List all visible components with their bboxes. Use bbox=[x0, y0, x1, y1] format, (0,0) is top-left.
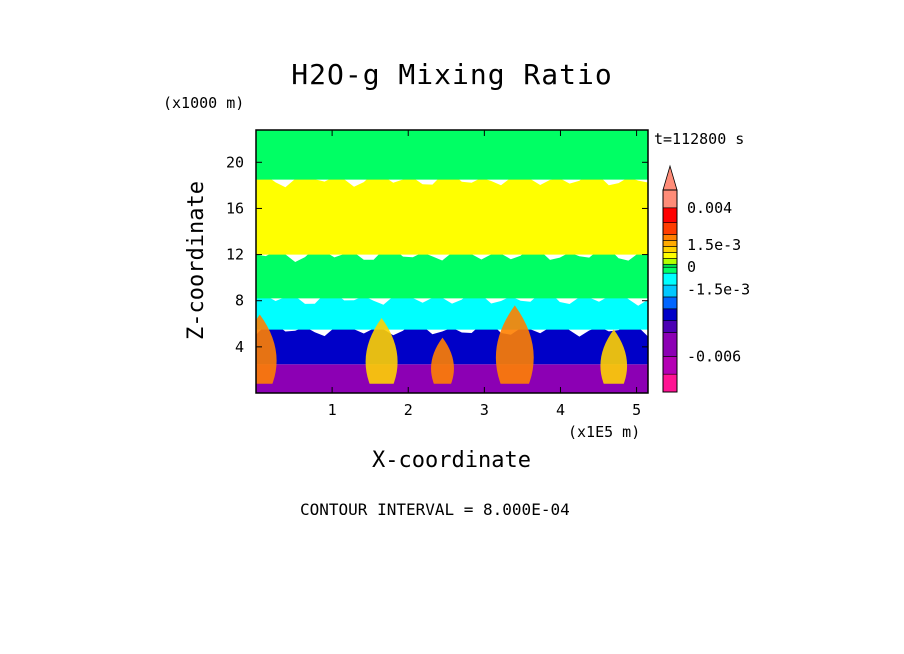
contour-interval-label: CONTOUR INTERVAL = 8.000E-04 bbox=[300, 500, 570, 519]
colorbar-frame bbox=[662, 189, 678, 393]
x-tick-label: 1 bbox=[328, 401, 337, 419]
x-tick-label: 2 bbox=[404, 401, 413, 419]
field-band bbox=[256, 246, 648, 299]
colorbar-swatch bbox=[662, 258, 678, 265]
y-axis-ticks: 4 8 12 16 20 bbox=[226, 153, 648, 356]
colorbar-swatch bbox=[662, 234, 678, 241]
colorbar-swatch bbox=[662, 207, 678, 223]
colorbar-swatch bbox=[662, 320, 678, 333]
colorbar-swatch bbox=[662, 246, 678, 253]
plume bbox=[495, 305, 534, 384]
colorbar-label: 1.5e-3 bbox=[687, 236, 741, 254]
y-tick-label: 4 bbox=[235, 338, 244, 356]
plot-frame bbox=[255, 129, 649, 394]
y-tick-label: 12 bbox=[226, 246, 244, 264]
x-axis-ticks: 1 2 3 4 5 bbox=[328, 130, 641, 419]
colorbar-swatch bbox=[662, 272, 678, 286]
colorbar-swatch bbox=[662, 266, 678, 274]
y-tick-label: 20 bbox=[226, 153, 244, 171]
chart-title: H2O-g Mixing Ratio bbox=[291, 58, 613, 91]
x-axis-unit: (x1E5 m) bbox=[568, 423, 641, 441]
plume bbox=[431, 337, 454, 384]
plume bbox=[256, 314, 277, 384]
y-tick-label: 8 bbox=[235, 292, 244, 310]
colorbar-swatch bbox=[662, 284, 678, 298]
colorbar-swatch bbox=[662, 332, 678, 357]
colorbar-swatch bbox=[662, 222, 678, 235]
colorbar: 0.004 1.5e-3 0 -1.5e-3 -0.006 bbox=[662, 164, 750, 393]
x-tick-label: 4 bbox=[556, 401, 565, 419]
colorbar-swatch bbox=[662, 356, 678, 375]
plume bbox=[365, 318, 398, 384]
y-tick-label: 16 bbox=[226, 199, 244, 217]
colorbar-swatch bbox=[662, 296, 678, 310]
colorbar-swatch bbox=[662, 189, 678, 209]
colorbar-label: -0.006 bbox=[687, 347, 741, 365]
x-tick-label: 5 bbox=[632, 401, 641, 419]
colorbar-arrow bbox=[662, 164, 678, 191]
y-axis-unit: (x1000 m) bbox=[163, 94, 245, 112]
field-band bbox=[256, 322, 648, 365]
field-band bbox=[256, 290, 648, 330]
field-band bbox=[256, 171, 648, 255]
colorbar-label: 0 bbox=[687, 258, 696, 276]
colorbar-swatch bbox=[662, 373, 678, 393]
colorbar-label: 0.004 bbox=[687, 199, 732, 217]
colorbar-label: -1.5e-3 bbox=[687, 281, 750, 299]
plume bbox=[600, 329, 628, 384]
colorbar-swatch bbox=[662, 240, 678, 247]
colorbar-swatch bbox=[662, 263, 678, 268]
x-tick-label: 3 bbox=[480, 401, 489, 419]
time-label: t=112800 s bbox=[654, 130, 745, 148]
field-band bbox=[256, 130, 648, 180]
colorbar-swatch bbox=[662, 308, 678, 322]
x-axis-label: X-coordinate bbox=[372, 448, 531, 473]
heatmap-field bbox=[256, 130, 648, 393]
colorbar-swatch bbox=[662, 252, 678, 259]
